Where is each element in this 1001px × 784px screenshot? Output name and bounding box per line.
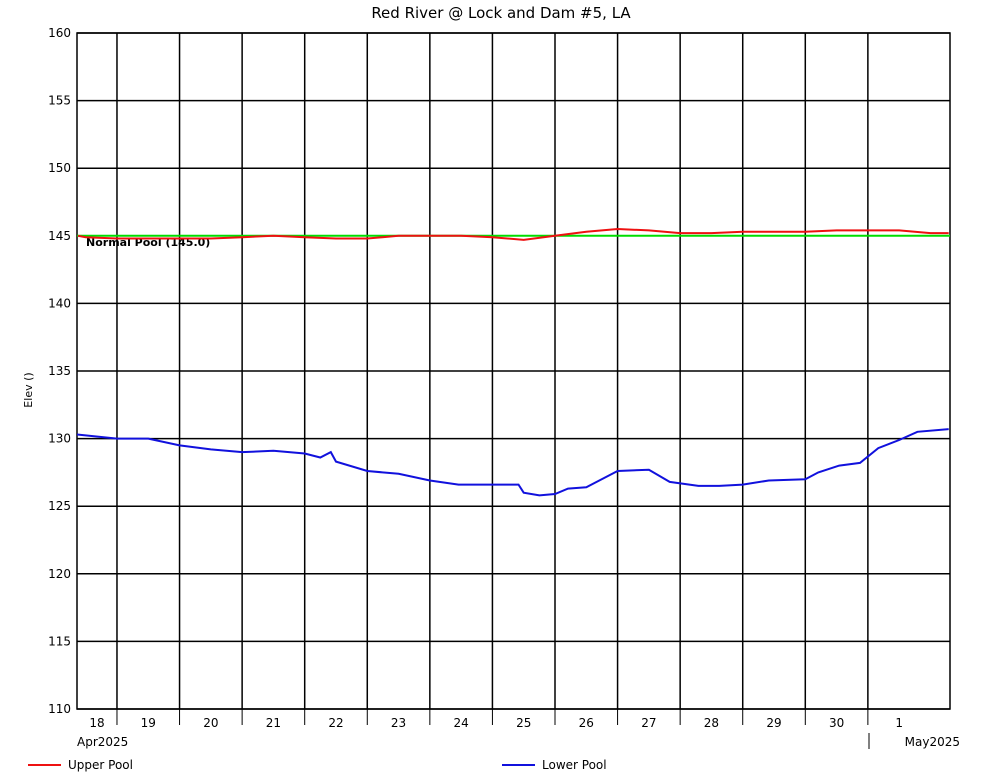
y-tick-label: 145: [48, 229, 71, 243]
x-tick-label: 26: [579, 716, 594, 730]
series-line: [77, 428, 949, 497]
x-tick-label: 24: [453, 716, 468, 730]
legend-label: Upper Pool: [68, 758, 133, 772]
month-label: Apr2025: [77, 735, 128, 749]
x-tick-label: 20: [203, 716, 218, 730]
x-tick-label: 22: [328, 716, 343, 730]
x-tick-label: 27: [641, 716, 656, 730]
y-tick-label: 120: [48, 567, 71, 581]
x-tick-label: 28: [704, 716, 719, 730]
y-tick-label: 135: [48, 364, 71, 378]
x-tick-label: 23: [391, 716, 406, 730]
x-tick-label: 19: [141, 716, 156, 730]
y-tick-label: 110: [48, 702, 71, 716]
y-tick-label: 115: [48, 634, 71, 648]
y-tick-label: 150: [48, 161, 71, 175]
y-axis-label: Elev (): [22, 372, 35, 407]
y-tick-label: 160: [48, 26, 71, 40]
x-tick-label: 18: [89, 716, 104, 730]
month-label: May2025: [905, 735, 960, 749]
y-tick-label: 140: [48, 296, 71, 310]
x-tick-label: 1: [895, 716, 903, 730]
y-tick-label: 155: [48, 94, 71, 108]
x-tick-label: 30: [829, 716, 844, 730]
chart-title: Red River @ Lock and Dam #5, LA: [371, 4, 631, 22]
x-tick-label: 25: [516, 716, 531, 730]
y-tick-label: 130: [48, 432, 71, 446]
x-tick-label: 21: [266, 716, 281, 730]
x-tick-label: 29: [766, 716, 781, 730]
legend-label: Lower Pool: [542, 758, 607, 772]
y-tick-label: 125: [48, 499, 71, 513]
series-line: [77, 227, 949, 241]
